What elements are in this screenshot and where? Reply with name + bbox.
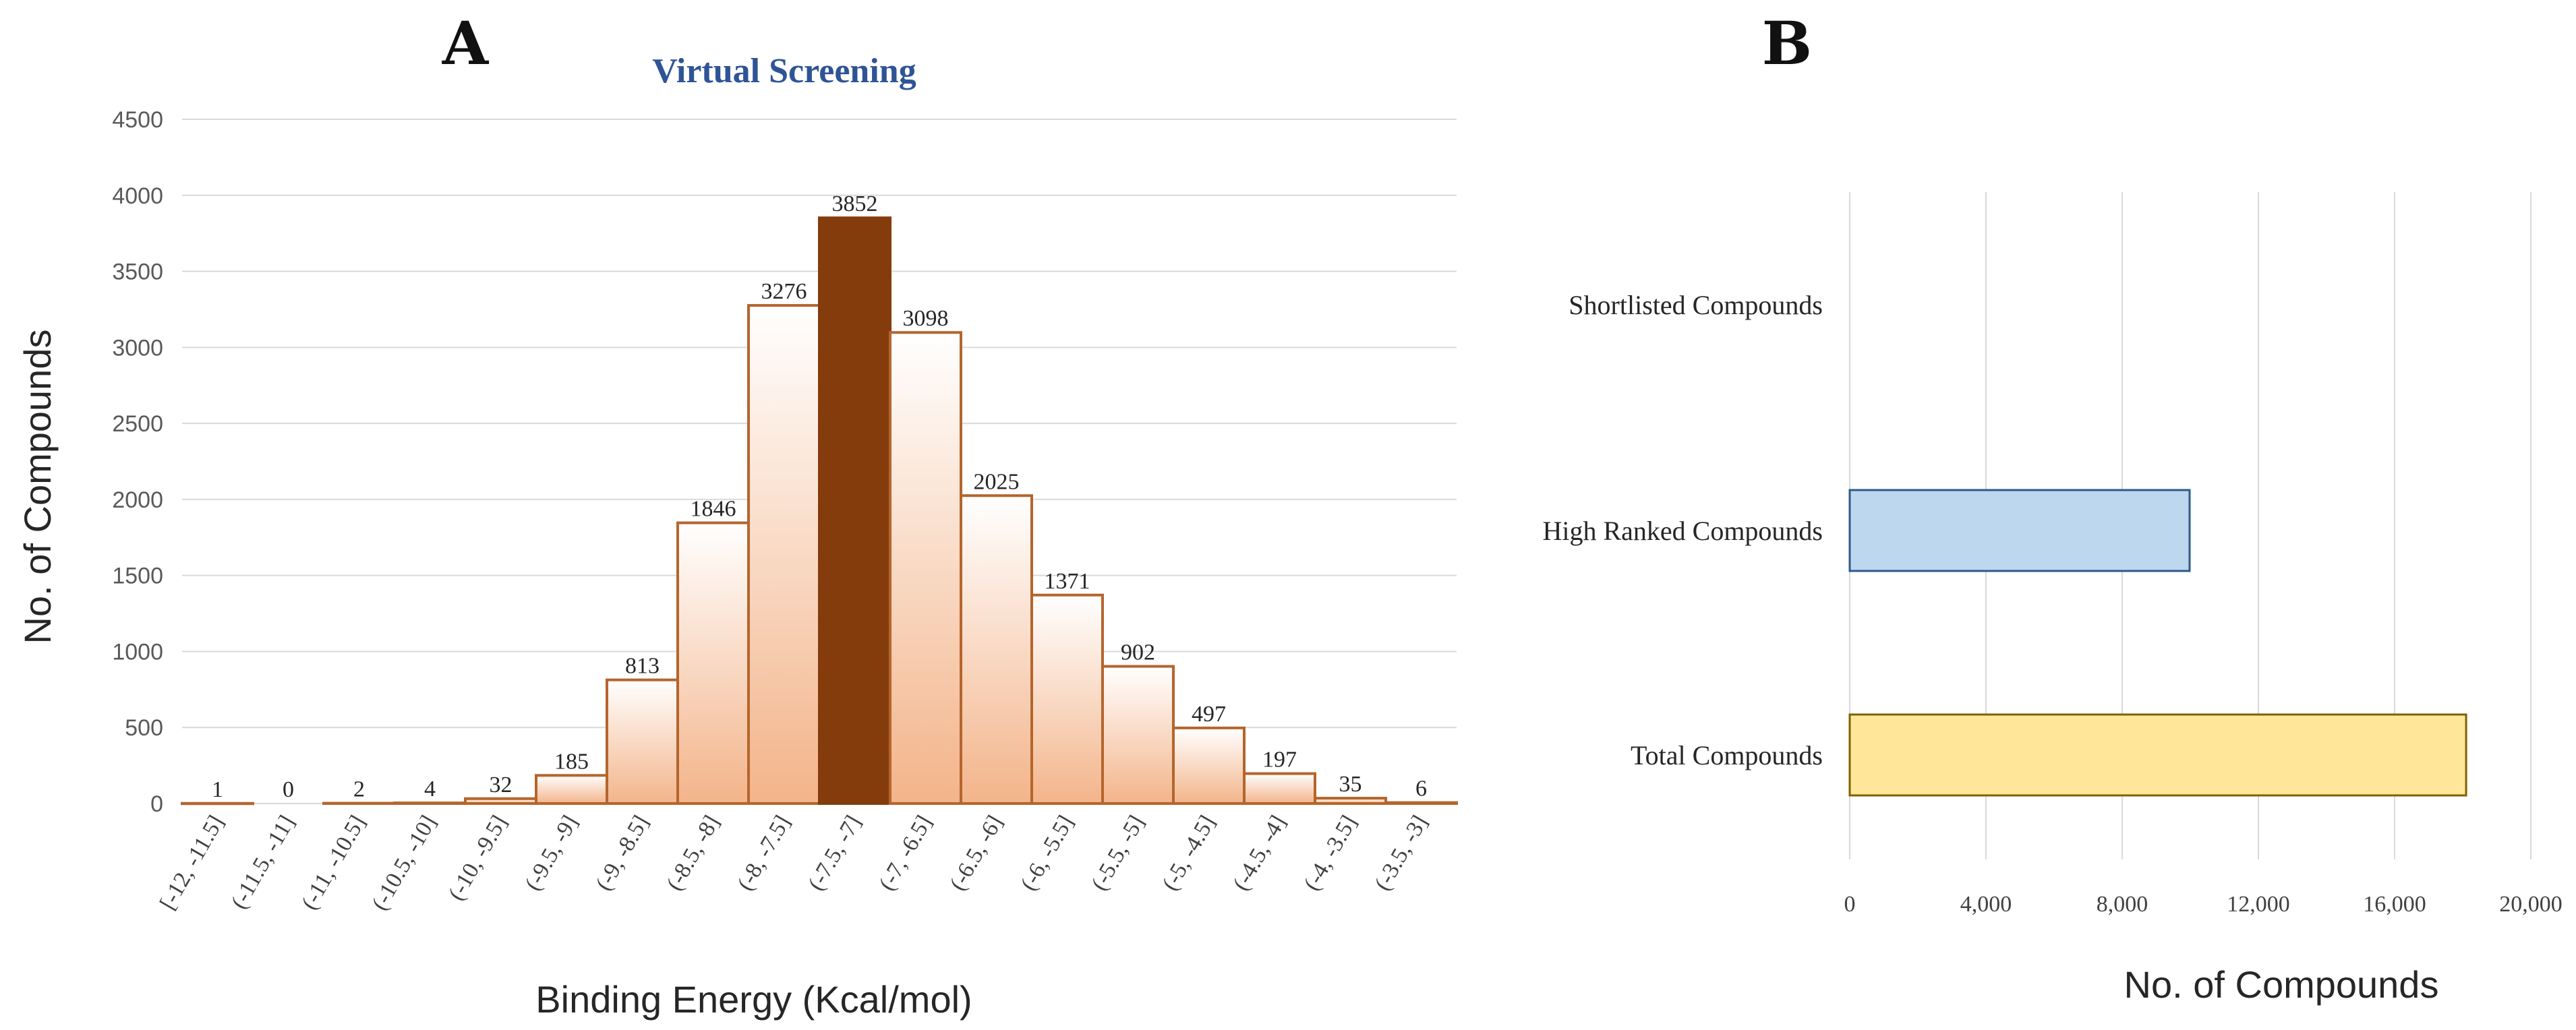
chart-b-category-label: Total Compounds [1631, 740, 1823, 770]
chart-a-y-tick: 1500 [112, 564, 163, 589]
chart-a-x-tick: (-10, -9.5] [444, 812, 512, 905]
chart-a-bar [1243, 772, 1316, 805]
chart-a-data-label: 2025 [974, 469, 1020, 494]
chart-a-bar [1384, 801, 1458, 805]
chart-a-x-tick: (-5, -4.5] [1157, 812, 1220, 895]
chart-a-bar [889, 331, 962, 805]
chart-a-data-label: 3852 [832, 191, 878, 216]
chart-a-data-labels: 1 0 2 4 32 185 813 1846 3276 3852 3098 2025 1371 902 4… [212, 191, 1427, 802]
chart-a-y-tick: 3500 [112, 260, 163, 285]
chart-a-y-tick: 4500 [112, 107, 163, 133]
chart-a-bar [960, 494, 1033, 805]
chart-a-bar [393, 801, 467, 806]
chart-b-category-labels: Shortlisted Compounds High Ranked Compoun… [1542, 290, 1823, 770]
chart-b-bar [1848, 489, 2191, 572]
chart-b-x-axis-title: No. of Compounds [2124, 963, 2439, 1006]
chart-a-x-tick: (-8, -7.5] [732, 812, 795, 895]
chart-a-x-tick: (-11.5, -11] [227, 812, 300, 913]
chart-a-x-tick: (-8.5, -8] [662, 812, 724, 895]
chart-a-x-tick: (-3.5, -3] [1370, 812, 1432, 895]
chart-a-x-axis-title: Binding Energy (Kcal/mol) [535, 978, 972, 1021]
chart-a-y-tick: 1000 [112, 639, 163, 665]
chart-a-data-label: 813 [625, 654, 660, 679]
chart-a-bar [676, 521, 750, 805]
chart-a-x-tick: (-4.5, -4] [1228, 812, 1291, 895]
chart-a-bar [747, 304, 821, 805]
chart-b-x-tick: 8,000 [2097, 892, 2148, 917]
chart-a-x-tick: (-6, -5.5] [1016, 812, 1078, 895]
chart-b-x-tick: 12,000 [2227, 892, 2290, 917]
chart-a-data-label: 35 [1339, 772, 1362, 797]
panel-letter-b: B [1762, 8, 1812, 78]
chart-a-data-label: 1371 [1045, 569, 1090, 594]
panel-b-bar-chart: B Shortlisted Compounds High Ranked Compo… [1542, 8, 2562, 1006]
chart-b-x-tick: 16,000 [2363, 892, 2426, 917]
chart-a-bar [1101, 665, 1175, 805]
chart-a-y-tick: 0 [150, 791, 163, 817]
chart-b-x-ticks: 0 4,000 8,000 12,000 16,000 20,000 [1844, 892, 2563, 917]
chart-a-bar [1314, 797, 1387, 806]
chart-a-y-tick: 2000 [112, 487, 163, 513]
chart-a-data-label: 197 [1262, 748, 1297, 772]
chart-a-y-ticks: 0 500 1000 1500 2000 2500 3000 3500 4000 4500 [112, 107, 163, 817]
chart-a-x-ticks: [-12, -11.5](-11.5, -11](-11, -10.5](-10… [155, 812, 1432, 915]
chart-a-data-label: 497 [1192, 702, 1226, 727]
chart-a-x-tick: (-7, -6.5] [874, 812, 937, 895]
chart-a-x-tick: (-9.5, -9] [520, 812, 583, 895]
chart-a-x-tick: [-12, -11.5] [155, 812, 229, 914]
chart-a-y-axis-title: No. of Compounds [16, 330, 59, 644]
chart-a-bar [606, 678, 679, 806]
chart-b-category-label: Shortlisted Compounds [1569, 290, 1823, 320]
panel-letter-a: A [442, 8, 490, 78]
chart-b-x-tick: 0 [1844, 892, 1856, 917]
chart-a-x-tick: (-10.5, -10] [367, 812, 441, 915]
chart-a-data-label: 32 [490, 772, 513, 797]
chart-a-data-label: 6 [1415, 777, 1427, 801]
chart-b-category-label: High Ranked Compounds [1542, 516, 1823, 546]
chart-a-y-tick: 2500 [112, 411, 163, 437]
chart-a-y-tick: 4000 [112, 183, 163, 209]
chart-a-x-tick: (-11, -10.5] [297, 812, 370, 914]
chart-a-data-label: 4 [424, 777, 436, 801]
chart-a-bar [464, 797, 537, 806]
chart-a-data-label: 3098 [903, 306, 949, 331]
chart-a-bar [818, 216, 891, 806]
chart-a-data-label: 1846 [691, 497, 736, 522]
chart-a-x-tick: (-6.5, -6] [945, 812, 1007, 895]
chart-a-y-tick: 500 [125, 715, 163, 741]
chart-a-bars [181, 216, 1458, 806]
chart-b-bar [1848, 713, 2467, 797]
chart-a-data-label: 1 [212, 777, 223, 802]
chart-a-data-label: 2 [353, 777, 365, 802]
chart-a-data-label: 902 [1121, 640, 1155, 665]
chart-a-bar [535, 774, 608, 805]
chart-a-bar [1030, 593, 1104, 805]
chart-a-x-tick: (-5.5, -5] [1086, 812, 1149, 895]
chart-b-x-tick: 20,000 [2499, 892, 2563, 917]
panel-a-histogram: A Virtual Screening 0 500 1000 1500 2000 2500… [16, 8, 1458, 1021]
chart-b-bars [1848, 489, 2467, 797]
chart-a-y-tick: 3000 [112, 335, 163, 361]
chart-a-data-label: 3276 [761, 279, 807, 304]
chart-a-title: Virtual Screening [652, 52, 916, 90]
chart-a-bar [1172, 726, 1246, 806]
chart-a-data-label: 185 [554, 749, 589, 774]
chart-b-x-tick: 4,000 [1960, 892, 2012, 917]
chart-a-x-tick: (-4, -3.5] [1299, 812, 1362, 895]
chart-a-x-tick: (-7.5, -7] [803, 812, 866, 895]
chart-a-x-tick: (-9, -8.5] [591, 812, 653, 895]
chart-a-data-label: 0 [283, 777, 294, 802]
